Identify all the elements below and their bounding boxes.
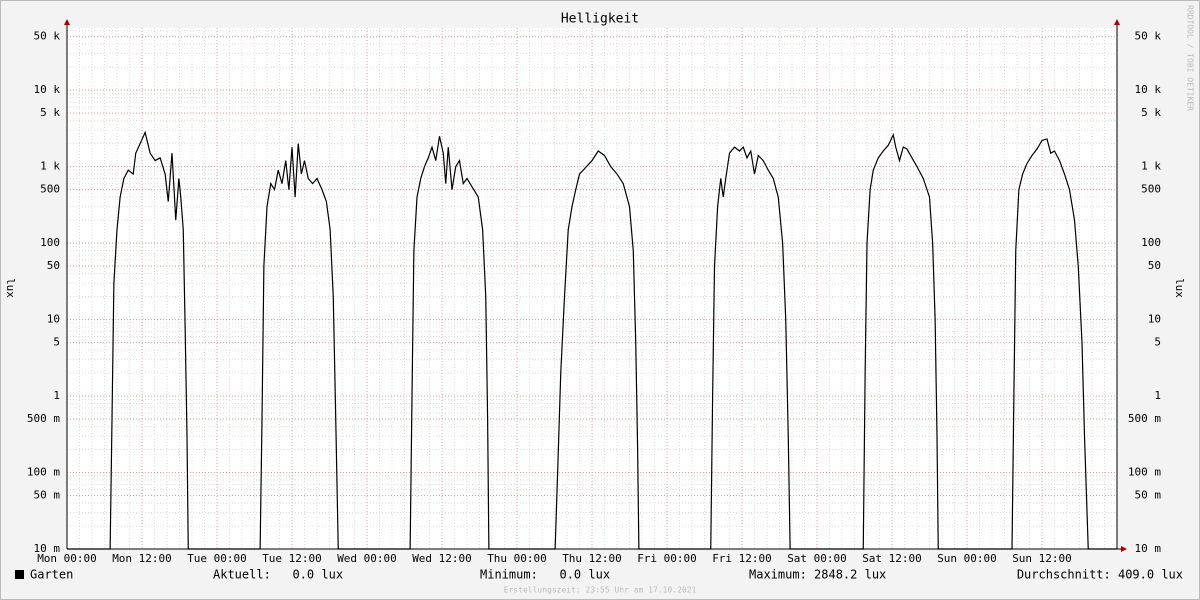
y2-tick-label: 10 m [1135,542,1162,555]
legend-entry: Garten [30,568,73,582]
x-tick-label: Tue 12:00 [262,552,322,565]
stat-current: Aktuell: 0.0 lux [213,568,343,582]
y2-tick-label: 5 k [1141,106,1161,119]
y-tick-label: 10 m [34,542,61,555]
chart-title: Helligkeit [561,12,639,27]
x-tick-label: Fri 12:00 [712,552,772,565]
x-tick-label: Wed 00:00 [337,552,397,565]
footer: Erstellungszeit: 23:55 Uhr am 17.10.2021 [504,586,697,595]
x-tick-label: Fri 00:00 [637,552,697,565]
axis-arrow [1121,546,1127,552]
y-tick-label: 500 m [27,412,60,425]
y2-tick-label: 10 k [1135,83,1162,96]
y-tick-label: 500 [40,183,60,196]
stat-average: Durchschnitt: 409.0 lux [1017,568,1183,582]
plot-area [67,28,1117,549]
y-axis-label: lux [4,278,17,298]
y-tick-label: 50 m [34,489,61,502]
y-tick-label: 100 [40,236,60,249]
y2-tick-label: 50 k [1135,30,1162,43]
legend-swatch [15,570,24,579]
y-tick-label: 50 [47,259,60,272]
y2-axis-label: lux [1173,278,1186,298]
y2-tick-label: 500 [1141,183,1161,196]
y-tick-label: 10 [47,313,60,326]
x-tick-label: Sun 00:00 [937,552,997,565]
y2-tick-label: 50 m [1135,489,1162,502]
x-tick-label: Thu 00:00 [487,552,547,565]
stat-minimum: Minimum: 0.0 lux [480,568,610,582]
y2-tick-label: 5 [1154,336,1161,349]
axis-arrow [1114,19,1120,25]
y2-tick-label: 1 k [1141,160,1161,173]
y2-tick-label: 50 [1148,259,1161,272]
data-line [67,130,1117,550]
x-tick-label: Mon 00:00 [37,552,97,565]
axis-arrow [64,19,70,25]
x-tick-label: Mon 12:00 [112,552,172,565]
y-tick-label: 5 k [40,106,60,119]
x-tick-label: Wed 12:00 [412,552,472,565]
y-tick-label: 10 k [34,83,61,96]
stat-maximum: Maximum: 2848.2 lux [749,568,886,582]
y-tick-label: 50 k [34,30,61,43]
y2-tick-label: 100 m [1128,466,1161,479]
x-tick-label: Thu 12:00 [562,552,622,565]
y-tick-label: 1 k [40,160,60,173]
y2-tick-label: 1 [1154,389,1161,402]
x-tick-label: Tue 00:00 [187,552,247,565]
y2-tick-label: 10 [1148,313,1161,326]
watermark: RRDTOOL / TOBI OETIKER [1186,5,1195,111]
x-tick-label: Sun 12:00 [1012,552,1072,565]
x-tick-label: Sat 00:00 [787,552,847,565]
y2-tick-label: 100 [1141,236,1161,249]
y-tick-label: 5 [53,336,60,349]
y-tick-label: 100 m [27,466,60,479]
x-tick-label: Sat 12:00 [862,552,922,565]
y2-tick-label: 500 m [1128,412,1161,425]
y-tick-label: 1 [53,389,60,402]
